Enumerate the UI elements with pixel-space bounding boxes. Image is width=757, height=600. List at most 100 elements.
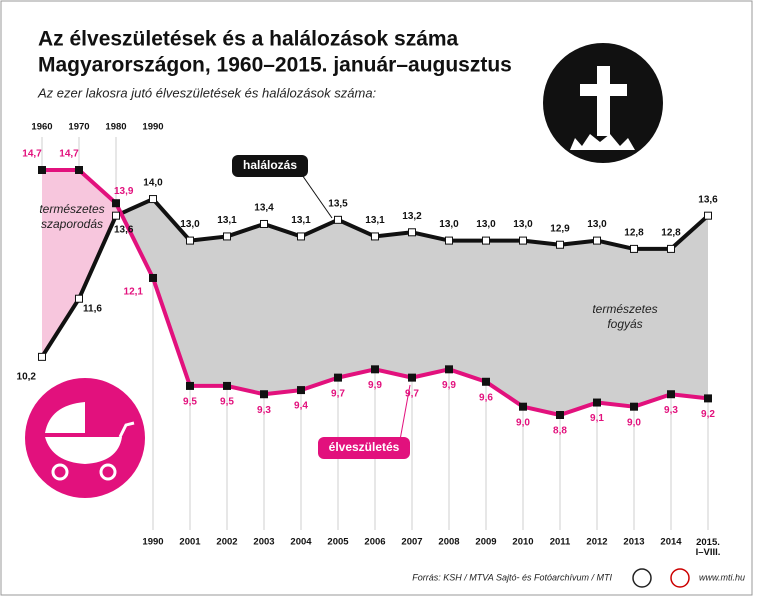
x-tick-label: 2003 [253,537,274,548]
value-label: 9,3 [257,405,271,416]
marker [38,352,46,361]
birth-icon [25,378,145,498]
value-label: 9,9 [442,380,456,391]
value-label: 9,0 [516,417,530,428]
marker [408,228,416,237]
marker [186,236,194,245]
marker [334,215,342,224]
x-tick-label-top: 1960 [31,122,52,133]
area-fill [264,223,301,395]
area-fill [190,236,227,386]
area-fill [671,215,708,399]
value-label: 9,6 [479,392,493,403]
annotation: szaporodás [41,217,103,231]
value-label: 9,3 [664,405,678,416]
marker [112,199,120,208]
marker [482,236,490,245]
marker [38,166,46,174]
area-fill [227,223,264,395]
area-fill [79,170,116,299]
marker [408,373,416,382]
value-label: 13,1 [365,215,385,226]
x-tick-label: 2001 [179,537,201,548]
x-tick-label: 2007 [401,537,422,548]
marker [112,211,120,220]
value-label: 13,1 [217,215,237,226]
legend-pointer [399,384,411,441]
value-label: 9,5 [220,397,234,408]
marker [223,232,231,241]
value-label: 13,2 [402,211,422,222]
value-label: 9,7 [405,388,419,399]
logo [632,568,652,588]
plot: 10,2 11,6 13,6 14,0 13,0 13,1 13,4 13,1 13,5 13,1… [17,122,721,558]
marker [260,219,268,228]
value-label: 14,7 [59,149,79,160]
marker [297,386,305,395]
value-label: 12,8 [624,228,644,239]
x-tick-label: 1990 [142,537,163,548]
area-fill [412,232,449,378]
area-fill [560,240,597,415]
value-label: 13,6 [698,194,718,205]
marker [667,390,675,399]
x-tick-label: 2008 [438,537,459,548]
marker [334,373,342,382]
marker [482,377,490,386]
marker [519,402,527,411]
x-tick-label: 2011 [550,537,571,548]
marker [297,232,305,241]
area-fill [153,199,190,386]
x-tick-label: 2009 [475,537,496,548]
death-icon [543,43,663,163]
marker [593,236,601,245]
value-label: 9,2 [701,409,715,420]
value-label: 12,9 [550,223,570,234]
website: www.mti.hu [699,572,745,582]
value-label: 9,5 [183,397,197,408]
value-label: 13,6 [114,224,134,235]
area-fill [301,219,338,391]
value-label: 9,7 [331,388,345,399]
chart-title: Az élveszületések és a halálozások száma [38,28,459,51]
source: Forrás: KSH / MTVA Sajtó- és Fotóarchívu… [412,572,612,582]
value-label: 13,0 [587,219,607,230]
value-label: 14,7 [22,149,42,160]
value-label: 14,0 [143,178,163,189]
area-fill [338,219,375,378]
annotation: természetes [592,302,657,316]
marker [260,390,268,399]
area-fill [486,240,523,407]
legend-label: halálozás [243,158,297,172]
x-tick-label: 2014 [660,537,682,548]
x-tick-label-top: 1980 [105,122,126,133]
x-tick-label: 2015. I–VIII. [696,537,721,558]
value-label: 11,6 [83,303,102,314]
x-tick-label: 2002 [216,537,237,548]
marker [704,394,712,403]
value-label: 9,0 [627,417,641,428]
marker [556,411,564,419]
chart-title-line2: Magyarországon, 1960–2015. január–augusz… [38,54,512,77]
marker [75,294,83,303]
annotation: természetes [39,202,104,216]
marker [704,211,712,220]
marker [371,232,379,241]
value-label: 13,0 [476,219,496,230]
x-tick-label: 2010 [512,537,533,548]
marker [667,244,675,253]
marker [630,402,638,411]
area-fill [634,248,671,407]
marker [186,381,194,390]
value-label: 13,0 [513,219,533,230]
value-label: 13,4 [254,203,274,214]
x-tick-label: 2012 [586,537,607,548]
area-fill [449,240,486,382]
value-label: 9,9 [368,380,382,391]
x-tick-label-top: 1970 [68,122,89,133]
x-tick-label: 2006 [364,537,385,548]
value-label: 13,1 [291,215,311,226]
value-label: 12,8 [661,228,681,239]
area-fill [523,240,560,415]
marker [519,236,527,245]
